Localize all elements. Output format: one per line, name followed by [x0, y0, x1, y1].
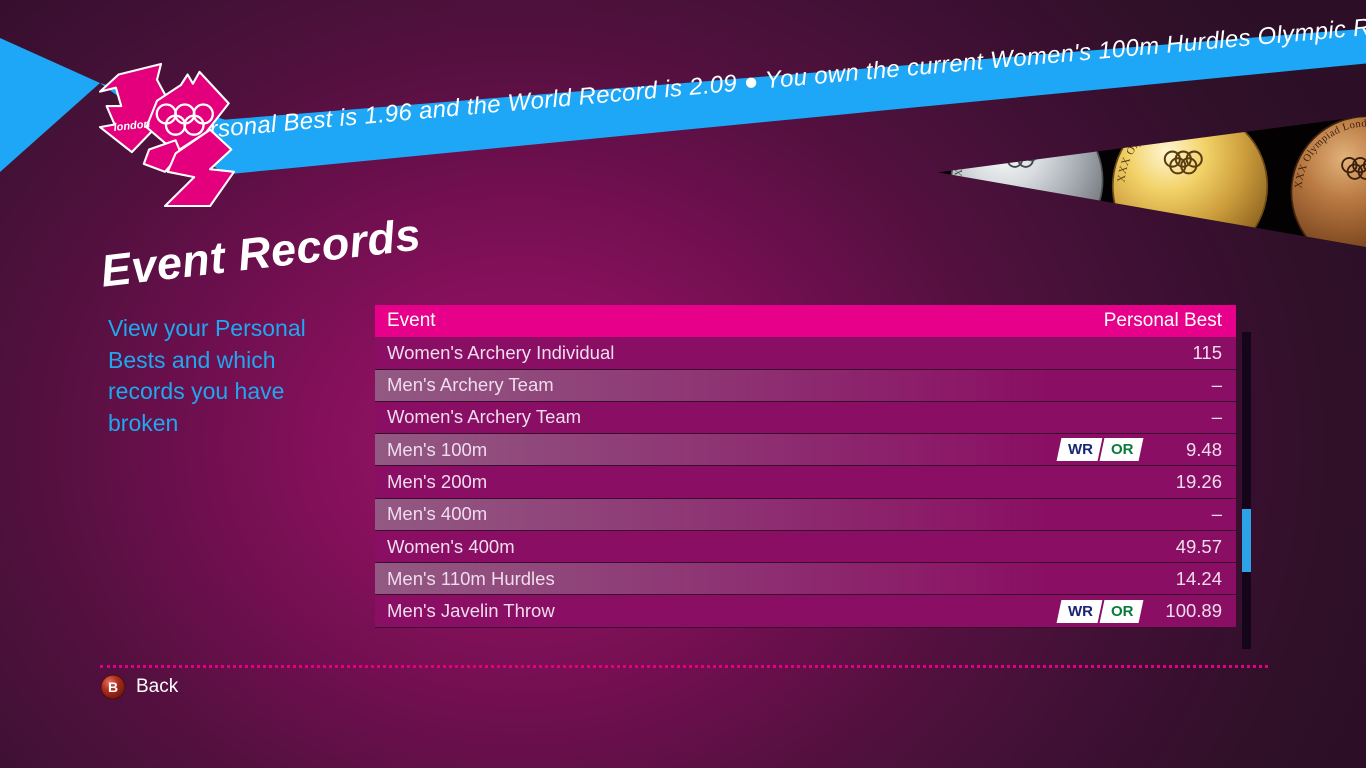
svg-text:B: B [108, 679, 118, 695]
